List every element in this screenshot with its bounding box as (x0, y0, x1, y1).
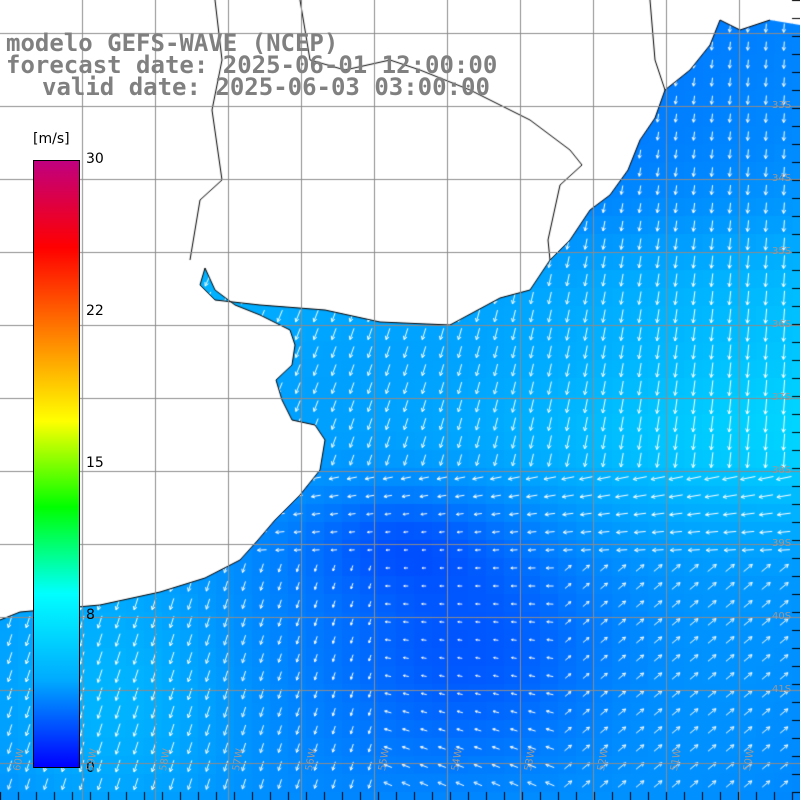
latitude-label: 41S (772, 684, 792, 695)
latitude-label: 40S (772, 611, 792, 622)
latitude-label: 33S (772, 100, 792, 111)
valid-date: valid date: 2025-06-03 03:00:00 (42, 73, 490, 101)
colorbar-tick: 0 (86, 760, 95, 776)
latitude-label: 36S (772, 319, 792, 330)
colorbar-tick: 22 (86, 303, 104, 319)
latitude-label: 38S (772, 465, 792, 476)
colorbar-tick: 15 (86, 455, 104, 471)
latitude-label: 39S (772, 538, 792, 549)
latitude-label: 35S (772, 246, 792, 257)
latitude-label: 34S (772, 173, 792, 184)
colorbar (33, 160, 80, 768)
model-title: modelo GEFS-WAVE (NCEP) (6, 29, 339, 57)
colorbar-unit: [m/s] (33, 131, 70, 147)
latitude-label: 37S (772, 392, 792, 403)
colorbar-tick: 30 (86, 151, 104, 167)
colorbar-tick: 8 (86, 607, 95, 623)
forecast-date: forecast date: 2025-06-01 12:00:00 (6, 51, 498, 79)
